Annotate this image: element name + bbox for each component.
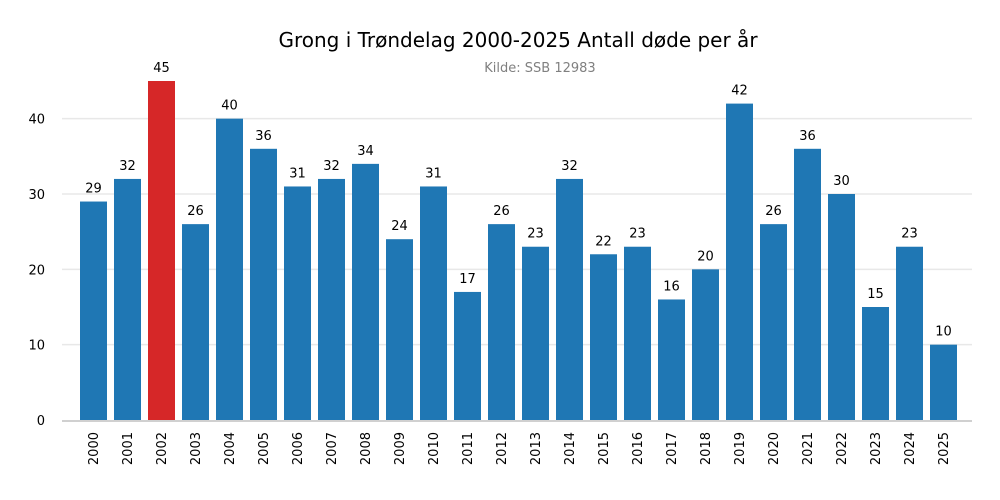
bar-2004 xyxy=(216,118,243,421)
bar-2006 xyxy=(284,186,311,420)
data-label-2019: 42 xyxy=(731,84,748,99)
bar-2018 xyxy=(692,269,719,420)
data-label-2004: 40 xyxy=(221,99,238,114)
data-label-2013: 23 xyxy=(527,227,544,242)
y-tick-label: 0 xyxy=(37,414,45,429)
data-label-2022: 30 xyxy=(833,174,850,189)
bar-2019 xyxy=(726,103,753,420)
data-label-2023: 15 xyxy=(867,287,884,302)
x-tick-label: 2001 xyxy=(121,432,136,465)
data-label-2002: 45 xyxy=(153,61,170,76)
x-tick-label: 2014 xyxy=(563,432,578,465)
bar-2016 xyxy=(624,246,651,420)
data-label-2021: 36 xyxy=(799,129,816,144)
y-tick-label: 40 xyxy=(28,113,45,128)
data-label-2016: 23 xyxy=(629,227,646,242)
y-axis-ticks: 0 10 20 30 40 xyxy=(28,113,45,429)
x-tick-label: 2009 xyxy=(393,432,408,465)
data-label-2001: 32 xyxy=(119,159,136,174)
bar-2015 xyxy=(590,254,617,420)
chart-subtitle: Kilde: SSB 12983 xyxy=(484,61,595,76)
x-tick-label: 2017 xyxy=(665,432,680,465)
bar-2014 xyxy=(556,178,583,420)
bar-2017 xyxy=(658,299,685,420)
x-tick-label: 2004 xyxy=(223,432,238,465)
data-label-2012: 26 xyxy=(493,204,510,219)
data-label-2009: 24 xyxy=(391,219,408,234)
data-label-2018: 20 xyxy=(697,249,714,264)
x-tick-label: 2025 xyxy=(937,432,952,465)
x-tick-label: 2007 xyxy=(325,432,340,465)
bar-2009 xyxy=(386,239,413,420)
bar-2024 xyxy=(896,246,923,420)
y-tick-label: 30 xyxy=(28,188,45,203)
bars xyxy=(80,81,957,421)
x-tick-label: 2002 xyxy=(155,432,170,465)
x-tick-label: 2021 xyxy=(801,432,816,465)
x-tick-label: 2023 xyxy=(869,432,884,465)
data-label-2017: 16 xyxy=(663,279,680,294)
bar-2000 xyxy=(80,201,107,420)
bar-2012 xyxy=(488,224,515,420)
x-axis-ticks: 2000 2001 2002 2003 2004 2005 2006 2007 2008 2009… xyxy=(87,432,952,465)
data-label-2020: 26 xyxy=(765,204,782,219)
bar-2008 xyxy=(352,163,379,420)
bar-2021 xyxy=(794,148,821,421)
bar-2025 xyxy=(930,344,957,420)
x-tick-label: 2000 xyxy=(87,432,102,465)
bar-2013 xyxy=(522,246,549,420)
data-label-2025: 10 xyxy=(935,325,952,340)
y-tick-label: 10 xyxy=(28,339,45,354)
x-tick-label: 2016 xyxy=(631,432,646,465)
x-tick-label: 2012 xyxy=(495,432,510,465)
bar-2007 xyxy=(318,178,345,420)
data-label-2011: 17 xyxy=(459,272,476,287)
x-tick-label: 2003 xyxy=(189,432,204,465)
bar-2005 xyxy=(250,148,277,421)
data-label-2006: 31 xyxy=(289,166,306,181)
bar-2002 xyxy=(148,81,175,420)
bar-2023 xyxy=(862,307,889,420)
x-tick-label: 2022 xyxy=(835,432,850,465)
x-tick-label: 2013 xyxy=(529,432,544,465)
data-label-2014: 32 xyxy=(561,159,578,174)
data-label-2024: 23 xyxy=(901,227,918,242)
bar-2003 xyxy=(182,224,209,420)
bar-2011 xyxy=(454,291,481,420)
data-label-2005: 36 xyxy=(255,129,272,144)
data-label-2015: 22 xyxy=(595,234,612,249)
data-label-2007: 32 xyxy=(323,159,340,174)
x-tick-label: 2006 xyxy=(291,432,306,465)
data-label-2008: 34 xyxy=(357,144,374,159)
x-tick-label: 2008 xyxy=(359,432,374,465)
x-tick-label: 2011 xyxy=(461,432,476,465)
bar-2022 xyxy=(828,194,855,420)
x-tick-label: 2024 xyxy=(903,432,918,465)
x-tick-label: 2015 xyxy=(597,432,612,465)
data-labels: 29 32 45 26 40 36 31 32 34 24 31 17 26 23 32 22 23 16 20 42… xyxy=(85,61,952,340)
bar-2001 xyxy=(114,178,141,420)
x-tick-label: 2010 xyxy=(427,432,442,465)
bar-2010 xyxy=(420,186,447,420)
chart-title: Grong i Trøndelag 2000-2025 Antall døde … xyxy=(278,28,758,52)
bar-2020 xyxy=(760,224,787,420)
x-tick-label: 2005 xyxy=(257,432,272,465)
x-tick-label: 2020 xyxy=(767,432,782,465)
data-label-2010: 31 xyxy=(425,166,442,181)
data-label-2000: 29 xyxy=(85,182,102,197)
data-label-2003: 26 xyxy=(187,204,204,219)
x-tick-label: 2018 xyxy=(699,432,714,465)
x-tick-label: 2019 xyxy=(733,432,748,465)
y-tick-label: 20 xyxy=(28,263,45,278)
